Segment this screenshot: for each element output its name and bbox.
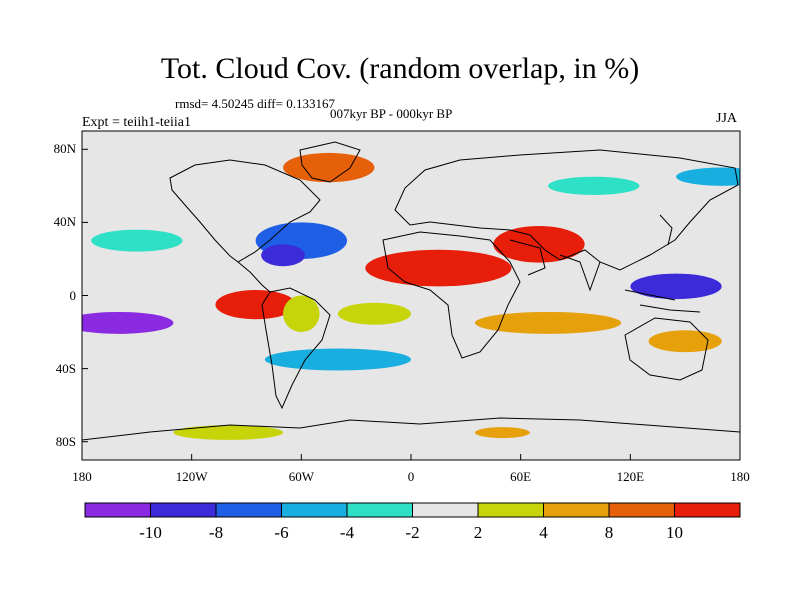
coastline-australia <box>624 317 709 381</box>
coastline-greenland <box>299 141 361 183</box>
lon-tick-label: 60W <box>288 469 314 484</box>
lat-tick-label: 80S <box>55 433 76 449</box>
colorbar-swatch <box>543 502 610 518</box>
lat-tick-label: 40S <box>55 360 76 376</box>
colorbar-swatch <box>215 502 282 518</box>
coastline-north-america <box>169 159 321 263</box>
experiment-label: Expt = teiih1-teiia1 <box>82 115 191 130</box>
season-label: JJA <box>716 111 738 126</box>
colorbar-level-label: 4 <box>539 523 548 542</box>
coastline-arabia-india <box>509 239 601 292</box>
anomaly-patch-north-africa-sahel <box>365 249 512 287</box>
map-title: Tot. Cloud Cov. (random overlap, in %) <box>160 52 640 85</box>
stats-line: rmsd= 4.50245 diff= 0.133167 <box>175 96 335 111</box>
colorbar-level-label: 10 <box>666 523 683 542</box>
anomaly-patch-south-pacific-blue <box>82 311 174 334</box>
anomaly-patch-southern-ocean-cyan <box>264 348 411 371</box>
colorbar-level-label: -8 <box>208 523 224 542</box>
colorbar-swatch <box>477 502 544 518</box>
lon-tick-label: 0 <box>407 469 415 484</box>
coastline-eurasia <box>394 149 739 271</box>
lon-tick-label: 180 <box>72 469 92 484</box>
map-background <box>82 131 740 460</box>
colorbar-level-label: -2 <box>405 523 420 542</box>
colorbar-swatch <box>412 502 479 518</box>
colorbar <box>84 502 741 518</box>
coastline-africa <box>382 231 521 359</box>
colorbar-swatch <box>674 502 741 518</box>
colorbar-level-label: -6 <box>274 523 289 542</box>
colorbar-swatch <box>608 502 675 518</box>
axis-ticks <box>81 148 741 460</box>
coastline-japan <box>659 214 673 246</box>
coastline-south-america <box>261 287 331 410</box>
anomaly-patch-north-pacific-east-cyan <box>676 167 740 186</box>
coastline-se-asia <box>624 289 701 313</box>
lon-tick-label: 120E <box>616 469 645 484</box>
colorbar-level-label: -10 <box>139 523 162 542</box>
lat-tick-label: 0 <box>69 287 77 303</box>
anomaly-patch-antarctic-orange <box>474 427 530 439</box>
anomaly-patch-west-pacific-blue <box>630 273 722 300</box>
lat-tick-label: 40N <box>53 214 76 230</box>
anomaly-patch-south-atlantic-yellow <box>337 302 412 325</box>
anomaly-patch-amazon-yellow <box>283 295 320 333</box>
anomaly-patch-siberia-cyan <box>548 176 640 195</box>
colorbar-swatch <box>84 502 151 518</box>
lat-tick-label: 80N <box>53 141 76 157</box>
anomaly-patch-east-pacific-south <box>215 290 296 320</box>
lon-tick-label: 120W <box>175 469 208 484</box>
coastlines <box>82 141 740 441</box>
lon-tick-label: 180 <box>730 469 750 484</box>
period-label: 007kyr BP - 000kyr BP <box>330 106 453 121</box>
coastline-antarctica <box>82 417 740 441</box>
anomaly-patches <box>82 152 740 440</box>
colorbar-level-label: 8 <box>604 523 614 542</box>
lon-tick-label: 60E <box>510 469 532 484</box>
coastline-central-america <box>237 261 271 293</box>
anomaly-patch-caribbean <box>261 244 305 267</box>
colorbar-swatch <box>150 502 217 518</box>
anomaly-patch-north-pacific-cyan <box>91 229 183 252</box>
anomaly-patch-antarctic-yellow <box>173 425 284 440</box>
anomaly-patch-australia-orange <box>648 330 722 353</box>
colorbar-swatch <box>346 502 413 518</box>
anomaly-patch-south-indian-ocean <box>474 311 622 334</box>
colorbar-level-label: 2 <box>473 523 483 542</box>
colorbar-level-label: -4 <box>339 523 355 542</box>
colorbar-swatch <box>281 502 348 518</box>
anomaly-patch-greenland-arctic <box>283 152 375 183</box>
